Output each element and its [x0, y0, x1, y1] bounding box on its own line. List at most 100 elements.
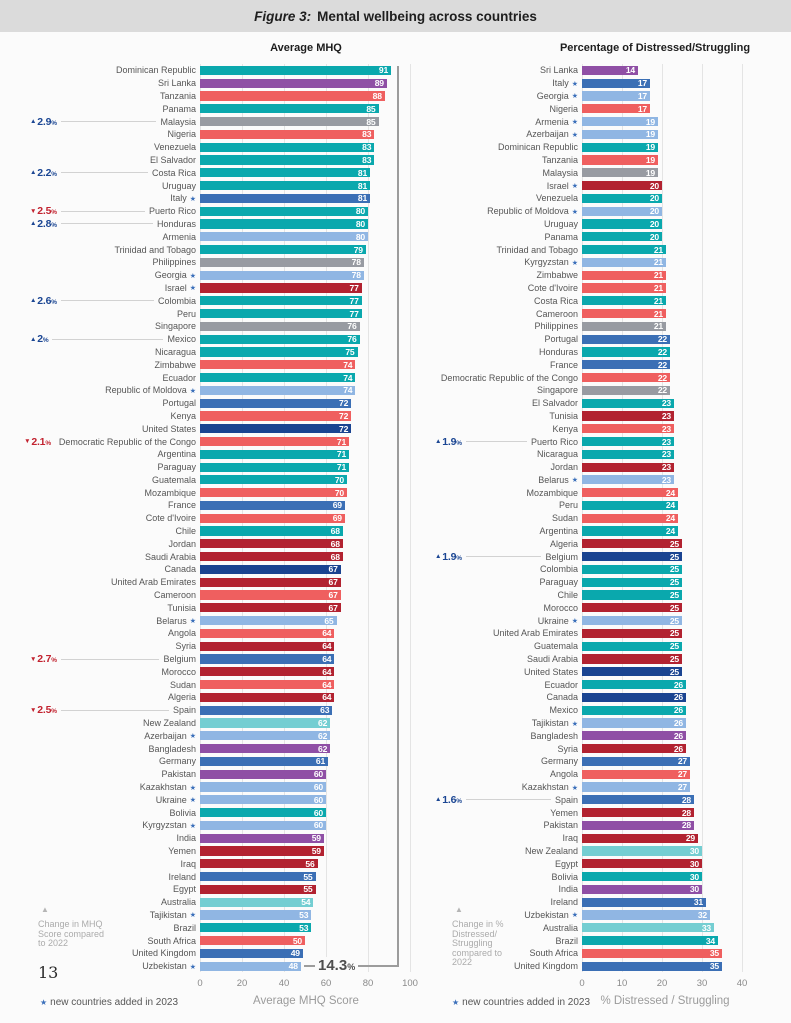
country-label: Nicaragua — [154, 346, 196, 357]
country-label: New Zealand — [524, 846, 578, 856]
chart-row: France 22 — [435, 358, 762, 371]
row-label-zone: Jordan — [30, 539, 196, 549]
row-label-zone: Brazil — [435, 936, 578, 946]
bar: 71 — [200, 449, 350, 459]
row-label-zone: Nicaragua — [30, 347, 196, 357]
country-label: Philippines — [152, 257, 196, 268]
bracket-difference-label: 14.3% — [315, 957, 359, 976]
bar: 23 — [582, 462, 674, 472]
new-country-star-icon: ★ — [189, 912, 196, 920]
country-label: Sri Lanka — [157, 78, 196, 89]
bar-value: 64 — [322, 666, 332, 677]
country-label: Puerto Rico — [148, 206, 196, 217]
row-label-zone: Mexico — [435, 705, 578, 715]
bar-value: 89 — [374, 78, 384, 89]
bar: 61 — [200, 756, 329, 766]
chart-row: Malaysia 19 — [435, 166, 762, 179]
bar-track: 26 — [582, 678, 762, 691]
row-label-zone: France — [435, 360, 578, 370]
row-label-zone: Pakistan — [435, 820, 578, 830]
bar-track: 14 — [582, 64, 762, 77]
bar-value: 23 — [661, 410, 671, 421]
bar: 26 — [582, 705, 686, 715]
gridline — [742, 64, 743, 972]
country-label: Uruguay — [161, 180, 196, 191]
row-label-zone: Uzbekistan ★ — [30, 961, 196, 971]
row-label-zone: Zimbabwe — [30, 360, 196, 370]
bar-track: 64 — [200, 653, 412, 666]
percent-sign: % — [51, 170, 57, 178]
bar: 53 — [200, 910, 312, 920]
country-label: India — [176, 833, 196, 844]
up-arrow-icon: ▲ — [30, 335, 37, 343]
bar-track: 67 — [200, 563, 412, 576]
row-label-zone: ▼2.1% Democratic Republic of the Congo — [24, 436, 196, 448]
country-label: United States — [523, 666, 578, 677]
annotation-connector-line — [439, 595, 553, 596]
chart-row: Bangladesh 26 — [435, 729, 762, 742]
bar-value: 17 — [637, 103, 647, 114]
chart-row: Zimbabwe 74 — [30, 358, 412, 371]
bar-track: 91 — [200, 64, 412, 77]
bar-track: 23 — [582, 435, 762, 448]
bar-value: 62 — [318, 743, 328, 754]
country-label: Germany — [158, 756, 196, 767]
chart-row: United Arab Emirates 25 — [435, 627, 762, 640]
x-tick-label: 100 — [402, 978, 418, 989]
chart-row: India 30 — [435, 883, 762, 896]
bar-value: 85 — [366, 116, 376, 127]
annotation-connector-line — [34, 902, 157, 903]
bar: 25 — [582, 590, 682, 600]
bar-value: 19 — [645, 167, 655, 178]
chart-row: Angola 27 — [435, 768, 762, 781]
bar-track: 25 — [582, 563, 762, 576]
bar: 14 — [582, 65, 638, 75]
annotation-connector-line — [34, 479, 148, 480]
bar-track: 17 — [582, 102, 762, 115]
annotation-connector-line — [439, 940, 551, 941]
bar: 55 — [200, 872, 316, 882]
percent-sign: % — [51, 221, 57, 229]
annotation-connector-line — [439, 646, 530, 647]
bar-value: 32 — [697, 909, 707, 920]
chart-row: Egypt 30 — [435, 857, 762, 870]
country-label: El Salvador — [531, 398, 578, 409]
bar-track: 24 — [582, 525, 762, 538]
bar-value: 64 — [322, 641, 332, 652]
country-label: Kyrgyzstan ★ — [524, 257, 578, 268]
row-label-zone: Italy ★ — [30, 193, 196, 203]
bar: 79 — [200, 245, 366, 255]
row-label-zone: Trinidad and Tobago — [30, 245, 196, 255]
bar-track: 25 — [582, 665, 762, 678]
bar-value: 21 — [653, 295, 663, 306]
bar-track: 64 — [200, 691, 412, 704]
row-label-zone: Yemen — [435, 808, 578, 818]
bar: 76 — [200, 321, 360, 331]
chart-row: Italy ★ 81 — [30, 192, 412, 205]
chart-row: Sri Lanka 14 — [435, 64, 762, 77]
bar: 64 — [200, 641, 335, 652]
annotation-connector-line — [34, 531, 171, 532]
country-label: Brazil — [555, 935, 578, 946]
bar: 27 — [582, 782, 690, 792]
chart-row: Peru 24 — [435, 499, 762, 512]
row-label-zone: Honduras — [435, 347, 578, 357]
chart-row: Republic of Moldova ★ 74 — [30, 384, 412, 397]
bar-value: 25 — [669, 551, 679, 562]
x-tick-label: 20 — [236, 978, 248, 989]
chart-row: Kyrgyzstan ★ 60 — [30, 819, 412, 832]
up-arrow-icon: ▲ — [30, 220, 37, 228]
bar-value: 23 — [661, 423, 671, 434]
bar-value: 22 — [657, 385, 667, 396]
bar-value: 60 — [313, 820, 323, 831]
chart-row: Algeria 25 — [435, 537, 762, 550]
bar-value: 20 — [649, 206, 659, 217]
country-label: Azerbaijan ★ — [144, 730, 196, 741]
annotation-connector-line — [439, 275, 532, 276]
annotation-connector-line — [34, 415, 166, 416]
bar-value: 25 — [669, 602, 679, 613]
bar: 25 — [582, 641, 682, 651]
bar: 17 — [582, 78, 650, 88]
chart-row: United States 72 — [30, 422, 412, 435]
country-label: Georgia ★ — [536, 90, 578, 101]
